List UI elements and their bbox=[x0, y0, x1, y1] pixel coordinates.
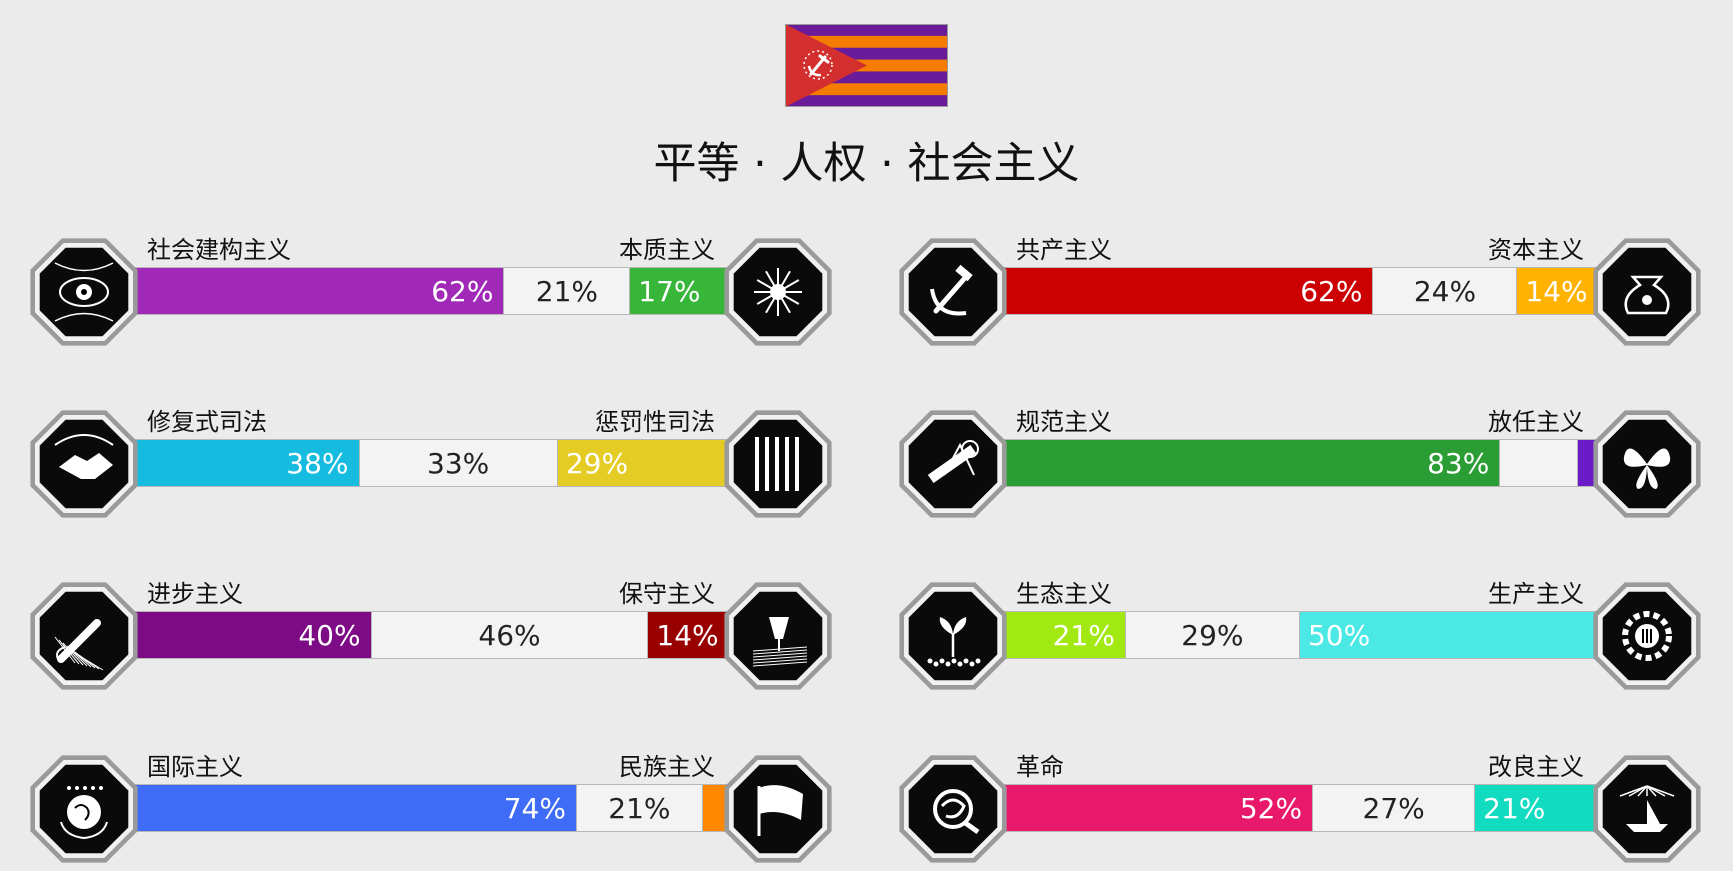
axis-left-label: 进步主义 bbox=[147, 580, 243, 608]
axis-row: 革命 改良主义 52% 27% 21% bbox=[894, 750, 1706, 868]
neutral-value-segment: 21% bbox=[575, 785, 703, 831]
eye-icon bbox=[30, 238, 138, 346]
right-value-segment: 14% bbox=[648, 612, 733, 658]
axis-bar: 74% 21% bbox=[129, 784, 733, 832]
fountain-pen-icon bbox=[724, 582, 832, 690]
axis-bar: 62% 21% 17% bbox=[129, 267, 733, 315]
hammer-sickle-icon bbox=[899, 238, 1007, 346]
axis-left-label: 革命 bbox=[1016, 753, 1064, 781]
right-value-segment: 14% bbox=[1517, 268, 1602, 314]
neutral-value-segment: 27% bbox=[1312, 785, 1476, 831]
ruler-compass-icon bbox=[899, 410, 1007, 518]
flag-image bbox=[785, 24, 948, 107]
axis-row: 修复式司法 惩罚性司法 38% 33% 29% bbox=[25, 405, 837, 523]
axis-bar: 52% 27% 21% bbox=[998, 784, 1602, 832]
butterfly-icon bbox=[1593, 410, 1701, 518]
neutral-value-segment: 21% bbox=[503, 268, 631, 314]
paper-boat-icon bbox=[1593, 755, 1701, 863]
right-value-segment: 17% bbox=[630, 268, 733, 314]
axis-left-label: 共产主义 bbox=[1016, 236, 1112, 264]
neutral-value-segment: 29% bbox=[1124, 612, 1300, 658]
axis-left-label: 规范主义 bbox=[1016, 408, 1112, 436]
axis-right-label: 资本主义 bbox=[1488, 236, 1584, 264]
axis-right-label: 民族主义 bbox=[619, 753, 715, 781]
left-value-segment: 38% bbox=[129, 440, 359, 486]
prison-bars-icon bbox=[724, 410, 832, 518]
axis-right-label: 改良主义 bbox=[1488, 753, 1584, 781]
left-value-segment: 40% bbox=[129, 612, 371, 658]
sprout-icon bbox=[899, 582, 1007, 690]
money-bag-icon bbox=[1593, 238, 1701, 346]
axis-row: 生态主义 生产主义 21% 29% 50% bbox=[894, 577, 1706, 695]
right-value-segment: 29% bbox=[557, 440, 733, 486]
rocket-icon bbox=[30, 582, 138, 690]
flower-icon bbox=[724, 238, 832, 346]
axis-bar: 83% bbox=[998, 439, 1602, 487]
left-value-segment: 62% bbox=[998, 268, 1373, 314]
axis-row: 社会建构主义 本质主义 62% 21% 17% bbox=[25, 233, 837, 351]
axis-left-label: 修复式司法 bbox=[147, 408, 267, 436]
left-value-segment: 52% bbox=[998, 785, 1313, 831]
axis-bar: 62% 24% 14% bbox=[998, 267, 1602, 315]
axis-row: 进步主义 保守主义 40% 46% 14% bbox=[25, 577, 837, 695]
axis-row: 规范主义 放任主义 83% bbox=[894, 405, 1706, 523]
left-value-segment: 74% bbox=[129, 785, 576, 831]
axis-left-label: 社会建构主义 bbox=[147, 236, 291, 264]
neutral-value-segment: 33% bbox=[358, 440, 558, 486]
globe-icon bbox=[30, 755, 138, 863]
neutral-value-segment: 24% bbox=[1372, 268, 1518, 314]
axis-right-label: 本质主义 bbox=[619, 236, 715, 264]
right-value-segment: 21% bbox=[1475, 785, 1602, 831]
gear-icon bbox=[1593, 582, 1701, 690]
axis-left-label: 生态主义 bbox=[1016, 580, 1112, 608]
left-value-segment: 62% bbox=[129, 268, 504, 314]
axis-row: 国际主义 民族主义 74% 21% bbox=[25, 750, 837, 868]
right-value-segment: 50% bbox=[1299, 612, 1602, 658]
axis-right-label: 保守主义 bbox=[619, 580, 715, 608]
axis-bar: 21% 29% 50% bbox=[998, 611, 1602, 659]
neutral-value-segment bbox=[1499, 440, 1578, 486]
rose-icon bbox=[899, 755, 1007, 863]
page-title: 平等 · 人权 · 社会主义 bbox=[653, 139, 1080, 189]
axis-row: 共产主义 资本主义 62% 24% 14% bbox=[894, 233, 1706, 351]
left-value-segment: 21% bbox=[998, 612, 1125, 658]
flag-icon bbox=[724, 755, 832, 863]
axis-right-label: 放任主义 bbox=[1488, 408, 1584, 436]
left-value-segment: 83% bbox=[998, 440, 1500, 486]
axis-right-label: 惩罚性司法 bbox=[595, 408, 715, 436]
axis-right-label: 生产主义 bbox=[1488, 580, 1584, 608]
axis-bar: 38% 33% 29% bbox=[129, 439, 733, 487]
axis-bar: 40% 46% 14% bbox=[129, 611, 733, 659]
handshake-icon bbox=[30, 410, 138, 518]
axis-left-label: 国际主义 bbox=[147, 753, 243, 781]
neutral-value-segment: 46% bbox=[370, 612, 649, 658]
